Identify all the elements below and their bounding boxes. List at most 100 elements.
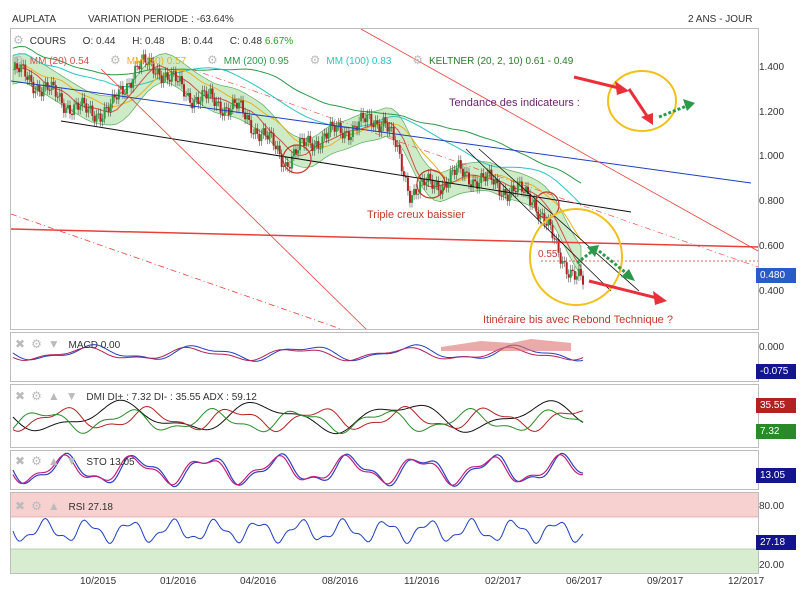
candle-body xyxy=(573,271,576,280)
candle-body xyxy=(221,113,224,116)
candle-body xyxy=(97,113,100,115)
candle-body xyxy=(160,75,163,83)
gear-icon[interactable]: ⚙ xyxy=(31,337,42,351)
candle-body xyxy=(305,142,308,146)
sto-badge: 13.05 xyxy=(756,468,796,483)
candle-body xyxy=(22,64,25,66)
candle-body xyxy=(506,194,509,202)
rsi-label: RSI 27.18 xyxy=(68,502,113,513)
candle-body xyxy=(449,170,452,184)
arrow-up-icon[interactable]: ▲ xyxy=(47,389,60,403)
rsi-axis-top: 80.00 xyxy=(759,501,785,512)
candle-body xyxy=(219,101,222,114)
circle-creux-1 xyxy=(282,144,312,174)
candle-body xyxy=(345,131,348,133)
arrow-up-icon[interactable]: ▲ xyxy=(47,454,60,468)
candle-body xyxy=(494,178,497,185)
candle-body xyxy=(203,90,206,92)
dmi-plus-line xyxy=(12,407,584,435)
candle-body xyxy=(64,108,67,113)
candle-body xyxy=(26,76,29,80)
candle-body xyxy=(522,191,525,193)
symbol-title: AUPLATA xyxy=(12,14,57,25)
candle-body xyxy=(60,93,63,104)
candle-body xyxy=(351,125,354,137)
gear-icon[interactable]: ⚙ xyxy=(13,53,24,67)
candle-body xyxy=(484,176,487,182)
candle-body xyxy=(286,162,289,167)
gear-icon[interactable]: ⚙ xyxy=(207,53,218,67)
candle-body xyxy=(315,141,318,145)
candle-body xyxy=(413,188,416,196)
candle-body xyxy=(246,115,249,120)
candle-body xyxy=(176,81,179,83)
gear-icon[interactable]: ⚙ xyxy=(31,499,42,513)
candle-body xyxy=(579,268,582,276)
x-tick: 09/2017 xyxy=(647,576,684,587)
trend-black-2 xyxy=(478,148,640,292)
legend-row-1: ⚙ COURS O: 0.44 H: 0.48 B: 0.44 C: 0.48 6… xyxy=(13,33,293,47)
candle-body xyxy=(323,133,326,137)
candle-body xyxy=(303,138,306,146)
candle-body xyxy=(256,128,259,134)
macd-axis: 0.000 xyxy=(759,342,785,353)
candle-body xyxy=(276,145,279,150)
gear-icon[interactable]: ⚙ xyxy=(31,389,42,403)
candle-body xyxy=(478,182,481,189)
candle-body xyxy=(75,102,78,105)
gear-icon[interactable]: ⚙ xyxy=(31,454,42,468)
macd-toolbar: ✖ ⚙ ▼ MACD 0.00 xyxy=(15,337,120,351)
arrow-up-icon[interactable]: ▲ xyxy=(47,499,60,513)
gear-icon[interactable]: ⚙ xyxy=(110,53,121,67)
close-icon[interactable]: ✖ xyxy=(15,454,26,468)
candle-body xyxy=(16,62,19,69)
gear-icon[interactable]: ⚙ xyxy=(412,53,423,67)
rsi-overbought-zone xyxy=(11,493,758,517)
gear-icon[interactable]: ⚙ xyxy=(309,53,321,67)
candle-body xyxy=(34,90,37,94)
annotation-triple: Triple creux baissier xyxy=(367,209,466,221)
period-label[interactable]: 2 ANS - JOUR xyxy=(688,14,753,25)
arrow-green-down xyxy=(598,249,632,279)
legend-mm200: MM (200) 0.95 xyxy=(223,56,289,67)
candle-body xyxy=(535,199,538,212)
candle-body xyxy=(468,172,470,185)
close-icon[interactable]: ✖ xyxy=(15,389,26,403)
candle-body xyxy=(362,112,365,119)
candle-body xyxy=(79,106,82,110)
candle-body xyxy=(463,171,466,177)
candle-body xyxy=(185,95,188,97)
sto-k-line xyxy=(12,452,584,488)
annotation-itineraire: Itinéraire bis avec Rebond Technique ? xyxy=(483,314,673,326)
candle-body xyxy=(549,219,552,226)
mm200-line xyxy=(12,45,582,184)
arrow-down-icon[interactable]: ▼ xyxy=(47,337,60,351)
price-tick: 0.800 xyxy=(759,196,785,207)
candle-body xyxy=(431,179,434,189)
candle-body xyxy=(396,144,399,148)
candle-body xyxy=(425,182,428,186)
price-tick: 1.400 xyxy=(759,62,785,73)
variation-label: VARIATION PERIODE : -63.64% xyxy=(88,14,234,25)
x-tick: 02/2017 xyxy=(485,576,522,587)
close-icon[interactable]: ✖ xyxy=(15,499,26,513)
candle-body xyxy=(50,81,53,91)
legend-row-2: ⚙ MM (20) 0.54 ⚙ MM (50) 0.57 ⚙ MM (200) 0.… xyxy=(13,53,573,67)
candle-body xyxy=(394,140,397,148)
arrow-down-icon[interactable]: ▼ xyxy=(65,454,78,468)
candle-body xyxy=(539,213,542,220)
candle-body xyxy=(301,138,304,140)
candle-body xyxy=(54,85,57,97)
candle-body xyxy=(327,132,330,139)
candle-body xyxy=(386,123,389,132)
candle-body xyxy=(292,149,295,157)
gear-icon[interactable]: ⚙ xyxy=(13,33,24,47)
candle-body xyxy=(575,276,578,280)
arrow-down-icon[interactable]: ▼ xyxy=(65,389,78,403)
legend-mm20: MM (20) 0.54 xyxy=(29,56,90,67)
candle-body xyxy=(266,135,269,140)
candle-body xyxy=(455,167,458,175)
close-icon[interactable]: ✖ xyxy=(15,337,26,351)
candle-body xyxy=(205,91,208,99)
candle-body xyxy=(227,108,230,116)
